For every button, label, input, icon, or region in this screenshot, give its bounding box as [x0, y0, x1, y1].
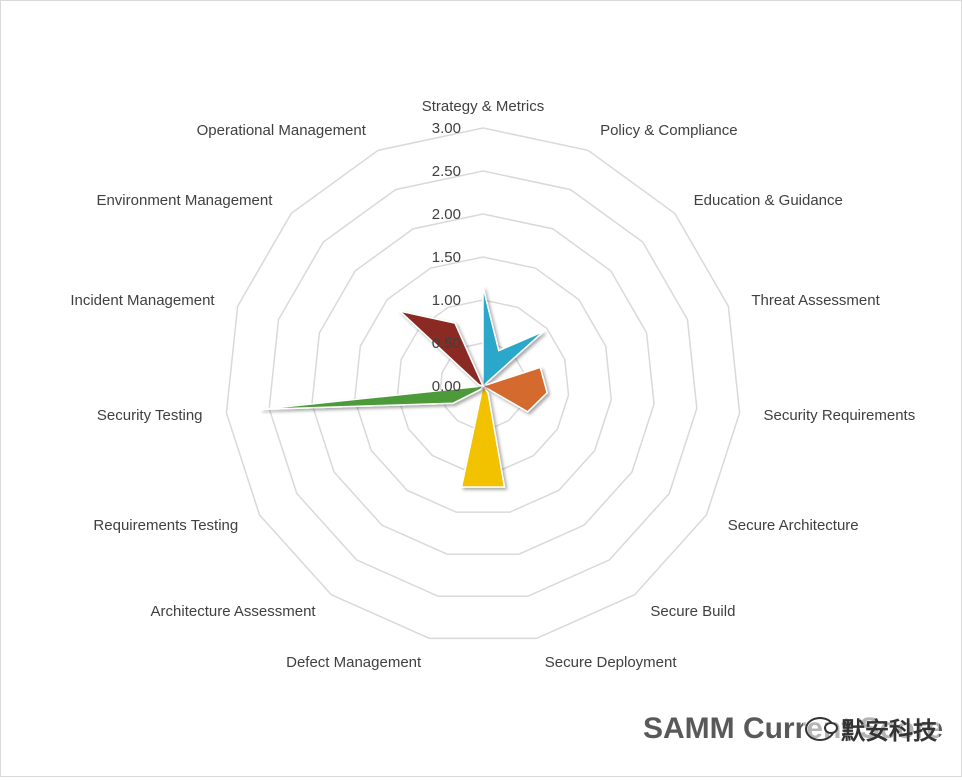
- series-area-verification: [260, 385, 485, 411]
- series-area-design: [481, 366, 548, 413]
- grid-ring: [225, 127, 741, 640]
- wechat-icon: [805, 716, 838, 741]
- axis-label: Security Testing: [97, 407, 203, 424]
- watermark-text: 默安科技: [841, 717, 937, 745]
- axis-label: Incident Management: [70, 292, 215, 309]
- axis-label: Defect Management: [286, 654, 422, 671]
- axis-label: Threat Assessment: [751, 292, 880, 309]
- axis-label: Education & Guidance: [694, 192, 843, 209]
- radial-tick-label: 2.50: [432, 163, 461, 180]
- axis-label: Architecture Assessment: [151, 603, 317, 620]
- watermark: 默安科技: [803, 711, 939, 746]
- axis-label: Secure Deployment: [545, 654, 678, 671]
- grid-ring: [311, 213, 655, 555]
- series-area-operations: [397, 309, 485, 388]
- series-area-implementation: [460, 384, 506, 488]
- axis-label: Secure Architecture: [728, 517, 859, 534]
- axis-label: Operational Management: [197, 122, 367, 139]
- axis-label: Security Requirements: [763, 407, 915, 424]
- axis-label: Secure Build: [650, 603, 735, 620]
- radial-tick-label: 0.00: [432, 378, 461, 395]
- series-area-governance: [482, 286, 545, 388]
- axis-label: Policy & Compliance: [600, 122, 738, 139]
- grid-ring: [268, 170, 698, 598]
- radial-tick-label: 1.00: [432, 292, 461, 309]
- axis-label: Requirements Testing: [93, 517, 238, 534]
- axis-label: Environment Management: [96, 192, 273, 209]
- axis-label: Strategy & Metrics: [422, 98, 545, 115]
- grid-ring: [353, 256, 613, 513]
- radial-tick-label: 0.50: [432, 335, 461, 352]
- radial-tick-label: 1.50: [432, 249, 461, 266]
- radial-tick-label: 3.00: [432, 120, 461, 137]
- radial-tick-label: 2.00: [432, 206, 461, 223]
